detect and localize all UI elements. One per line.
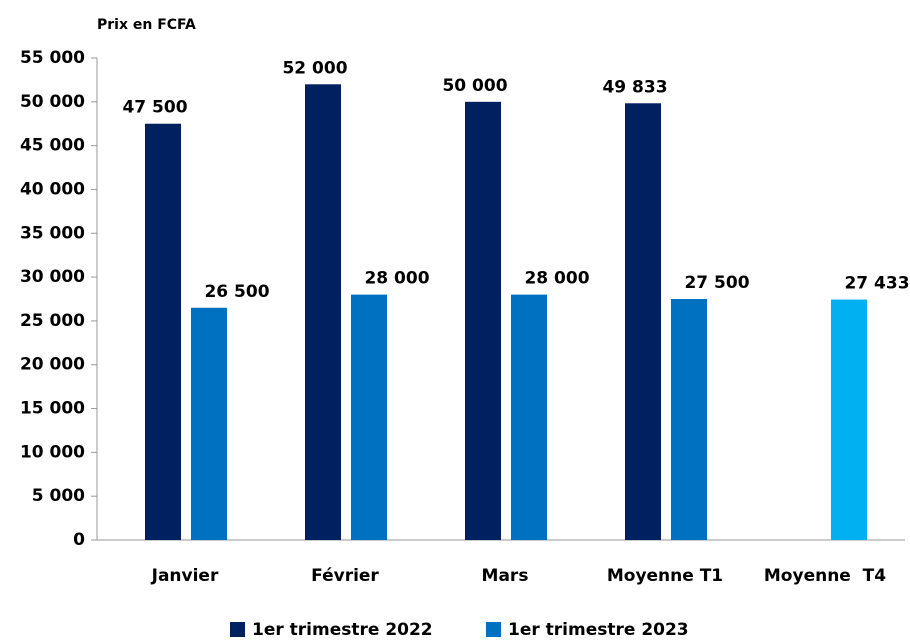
bar: [671, 299, 707, 540]
data-label: 27 433: [844, 274, 909, 294]
data-label: 27 500: [684, 273, 749, 293]
bar: [831, 299, 867, 540]
bar: [465, 101, 501, 541]
y-tick-label: 45 000: [20, 136, 85, 156]
y-tick-label: 10 000: [20, 442, 85, 462]
y-tick-label: 0: [73, 530, 85, 550]
bar: [511, 294, 547, 540]
y-tick-label: 35 000: [20, 223, 85, 243]
x-tick-label: Janvier: [151, 566, 219, 586]
y-tick-label: 20 000: [20, 355, 85, 375]
x-tick-label: Février: [311, 566, 379, 586]
x-tick-label: Moyenne T1: [607, 566, 723, 586]
y-tick-label: 40 000: [20, 179, 85, 199]
y-tick-label: 5 000: [32, 486, 85, 506]
data-label: 50 000: [442, 76, 507, 96]
bar: [191, 307, 227, 540]
data-label: 52 000: [282, 58, 347, 78]
data-label: 28 000: [524, 269, 589, 289]
y-tick-label: 25 000: [20, 311, 85, 331]
data-label: 49 833: [602, 77, 667, 97]
y-tick-label: 50 000: [20, 92, 85, 112]
bar: [305, 84, 341, 541]
x-tick-label: Mars: [482, 566, 529, 586]
data-label: 28 000: [364, 269, 429, 289]
y-tick-label: 55 000: [20, 48, 85, 68]
chart-title: Prix en FCFA: [97, 17, 196, 33]
bar: [625, 103, 661, 540]
data-label: 26 500: [204, 282, 269, 302]
x-tick-label: Moyenne T4: [764, 566, 886, 586]
legend-swatch: [230, 622, 245, 637]
data-label: 47 500: [122, 98, 187, 118]
bar: [145, 123, 181, 541]
y-tick-label: 30 000: [20, 267, 85, 287]
y-tick-label: 15 000: [20, 399, 85, 419]
legend-swatch: [486, 622, 501, 637]
legend-label: 1er trimestre 2023: [508, 620, 689, 640]
legend-label: 1er trimestre 2022: [252, 620, 433, 640]
bar: [351, 294, 387, 540]
